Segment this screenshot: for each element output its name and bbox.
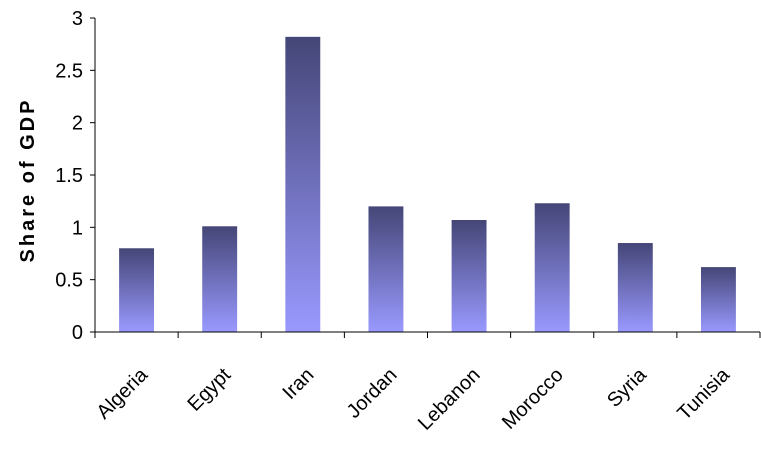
y-tick-label: 0.5 xyxy=(55,270,83,292)
x-tick-label: Egypt xyxy=(183,364,235,416)
bar-lebanon xyxy=(451,220,487,332)
bar-tunisia xyxy=(700,267,736,332)
x-tick-label: Jordan xyxy=(343,364,402,423)
x-tick-label: Tunisia xyxy=(673,363,734,424)
bar-jordan xyxy=(368,206,404,332)
bars-group xyxy=(119,36,736,333)
y-tick-label: 2.5 xyxy=(55,60,83,82)
x-tick-label: Morocco xyxy=(498,364,568,434)
x-tick-label: Iran xyxy=(278,364,318,404)
y-tick-label: 0 xyxy=(72,322,83,344)
x-tick-label: Algeria xyxy=(93,363,153,423)
y-tick-label: 3 xyxy=(72,8,83,30)
x-tick-label: Syria xyxy=(603,363,651,411)
bar-egypt xyxy=(202,226,238,332)
y-tick-label: 2 xyxy=(72,113,83,135)
y-tick-label: 1 xyxy=(72,217,83,239)
axes-group xyxy=(90,17,761,338)
bar-syria xyxy=(617,243,653,332)
y-tick-label: 1.5 xyxy=(55,165,83,187)
bar-algeria xyxy=(119,248,155,332)
x-tick-label: Lebanon xyxy=(414,364,485,435)
y-axis-title: Share of GDP xyxy=(17,98,39,263)
bar-iran xyxy=(285,36,321,333)
bar-morocco xyxy=(534,203,570,332)
